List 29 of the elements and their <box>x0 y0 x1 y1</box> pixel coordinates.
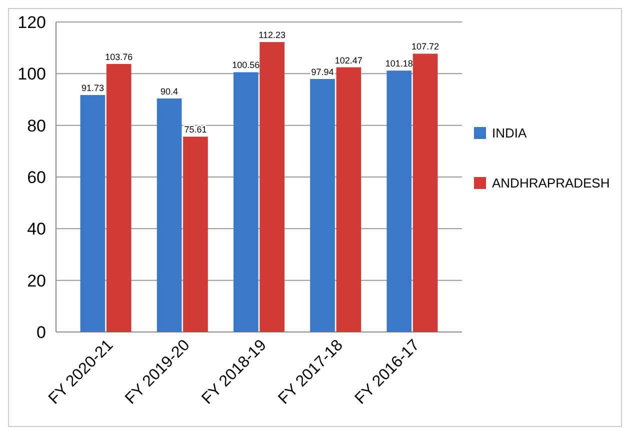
bar <box>183 136 208 332</box>
bar <box>156 98 182 332</box>
y-tick-label: 20 <box>27 271 46 290</box>
y-tick-label: 0 <box>36 322 46 342</box>
y-tick-label: 60 <box>27 168 46 187</box>
bar <box>106 64 132 332</box>
data-label: 103.76 <box>105 52 133 62</box>
y-tick-label: 120 <box>18 12 46 32</box>
y-tick-label: 80 <box>27 116 46 136</box>
data-label: 90.4 <box>160 86 178 96</box>
bar <box>310 78 335 332</box>
data-label: 75.61 <box>184 124 207 135</box>
data-label: 102.47 <box>334 55 362 66</box>
bar <box>260 42 285 332</box>
data-label: 91.73 <box>81 83 104 94</box>
data-label: 100.56 <box>232 60 260 70</box>
bar <box>386 70 412 332</box>
data-label: 101.18 <box>385 58 413 69</box>
bar <box>233 72 258 332</box>
legend-label: INDIA <box>492 126 527 141</box>
bar <box>336 67 362 332</box>
bar <box>80 95 106 332</box>
data-label: 107.72 <box>412 42 440 52</box>
y-tick-label: 40 <box>27 220 46 239</box>
bar <box>412 54 438 332</box>
data-label: 112.23 <box>258 30 286 40</box>
y-tick-label: 100 <box>18 64 46 84</box>
data-label: 97.94 <box>311 66 334 77</box>
legend-label: ANDHRAPRADESH <box>492 176 610 191</box>
